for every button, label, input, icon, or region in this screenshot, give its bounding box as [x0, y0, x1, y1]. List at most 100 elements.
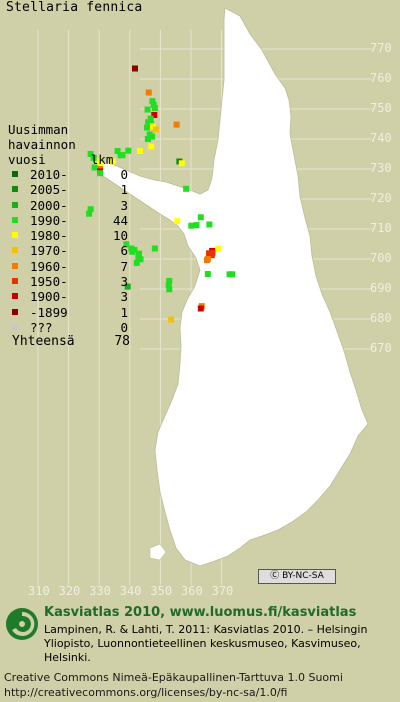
- legend-swatch: [12, 278, 18, 285]
- y-tick-label: 750: [370, 101, 392, 115]
- footer-title[interactable]: Kasviatlas 2010, www.luomus.fi/kasviatla…: [44, 605, 357, 620]
- observation-square: [124, 283, 131, 290]
- observation-square: [174, 218, 181, 225]
- observation-square: [136, 148, 143, 154]
- legend-row: 1970- 6: [8, 243, 128, 258]
- observation-square: [165, 282, 172, 289]
- observation-square: [178, 160, 185, 167]
- y-tick-label: 730: [370, 161, 392, 175]
- legend-header-line3: vuosi lkm: [8, 152, 114, 167]
- legend-header-line1: Uusimman: [8, 122, 69, 137]
- legend-swatch: [12, 323, 18, 330]
- legend-period: 2000-: [30, 197, 68, 213]
- observation-square: [91, 164, 98, 171]
- legend-period: 2005-: [30, 182, 68, 198]
- y-tick-label: 680: [370, 311, 392, 325]
- legend-swatch: [12, 232, 18, 239]
- legend-swatch: [12, 293, 18, 300]
- legend-row: 2000- 3: [8, 198, 128, 213]
- observation-square: [151, 105, 158, 112]
- legend-row: 1960- 7: [8, 259, 128, 274]
- legend-count: 10: [112, 228, 128, 244]
- legend-count: 3: [120, 289, 128, 305]
- aland-islands: [149, 543, 167, 561]
- legend-row: 1900- 3: [8, 289, 128, 304]
- cc-icon: Ⓒ: [270, 571, 280, 581]
- legend-header-line2: havainnon: [8, 137, 76, 152]
- y-tick-label: 740: [370, 131, 392, 145]
- y-tick-label: 690: [370, 281, 392, 295]
- observation-square: [128, 245, 135, 252]
- x-tick-label: 360: [181, 584, 203, 598]
- observation-square: [208, 252, 215, 259]
- observation-square: [96, 158, 103, 165]
- observation-square: [90, 154, 97, 161]
- observation-square: [193, 222, 200, 229]
- observation-square: [114, 148, 121, 154]
- observation-square: [152, 126, 159, 133]
- legend-row: 2010- 0: [8, 167, 128, 182]
- observation-square: [204, 271, 211, 277]
- observation-square: [123, 241, 130, 248]
- legend-count: 3: [120, 274, 128, 290]
- legend-swatch: [12, 308, 18, 315]
- legend-period: 1970-: [30, 243, 68, 259]
- y-tick-label: 770: [370, 41, 392, 55]
- x-tick-label: 320: [58, 584, 81, 598]
- observation-square: [173, 121, 180, 128]
- finland-outline: [91, 7, 369, 567]
- legend-count: 0: [120, 167, 128, 182]
- observation-square: [168, 316, 175, 323]
- legend-row: 1950- 3: [8, 274, 128, 289]
- x-tick-label: 310: [28, 584, 50, 598]
- legend-period: 1950-: [30, 274, 68, 290]
- observation-square: [206, 221, 213, 228]
- total-label: Yhteensä: [12, 334, 75, 349]
- legend-period: 1960-: [30, 258, 68, 274]
- legend-count: 7: [120, 258, 128, 274]
- legend-swatch: [12, 171, 18, 177]
- legend-row: ??? 0: [8, 320, 128, 335]
- license-url[interactable]: http://creativecommons.org/licenses/by-n…: [4, 686, 288, 699]
- observation-square: [129, 248, 136, 255]
- observation-square: [149, 123, 156, 130]
- observation-square: [109, 158, 116, 165]
- y-tick-label: 710: [370, 221, 392, 235]
- legend-period: -1899: [30, 304, 68, 320]
- total-count: 78: [114, 334, 130, 349]
- legend-count: 1: [120, 304, 128, 320]
- observation-square: [87, 151, 94, 157]
- x-tick-label: 350: [150, 584, 173, 598]
- observation-square: [214, 245, 221, 252]
- observation-square: [145, 119, 152, 126]
- y-tick-label: 700: [370, 251, 392, 265]
- observation-square: [166, 286, 173, 293]
- legend-swatch: [12, 247, 18, 254]
- observation-square: [145, 89, 152, 96]
- legend-count: 6: [120, 243, 128, 259]
- observation-square: [119, 152, 126, 159]
- observation-square: [144, 106, 151, 113]
- legend-total: Yhteensä 78: [12, 334, 130, 349]
- observation-square: [150, 101, 157, 108]
- observation-square: [144, 136, 151, 142]
- observation-square: [149, 133, 156, 140]
- legend-rows: 2010- 0 2005- 1 2000- 3 1990- 44 1980- 10 1970- 6 19…: [8, 167, 128, 335]
- observation-square: [148, 143, 155, 150]
- legend-count: 0: [120, 319, 128, 335]
- x-tick-label: 340: [119, 584, 142, 598]
- observation-dots: [86, 65, 236, 323]
- observation-square: [125, 147, 132, 154]
- cc-license-badge[interactable]: Ⓒ BY-NC-SA: [258, 569, 336, 584]
- observation-square: [97, 170, 104, 177]
- x-tick-label: 370: [211, 584, 234, 598]
- legend-count: 1: [120, 182, 128, 198]
- observation-square: [166, 277, 173, 284]
- observation-square: [188, 222, 195, 229]
- observation-square: [197, 214, 204, 221]
- observation-square: [133, 259, 140, 266]
- legend-period: ???: [30, 319, 53, 335]
- observation-square: [86, 210, 93, 217]
- observation-square: [132, 65, 139, 72]
- license-line1: Creative Commons Nimeä-Epäkaupallinen-Ta…: [4, 671, 343, 684]
